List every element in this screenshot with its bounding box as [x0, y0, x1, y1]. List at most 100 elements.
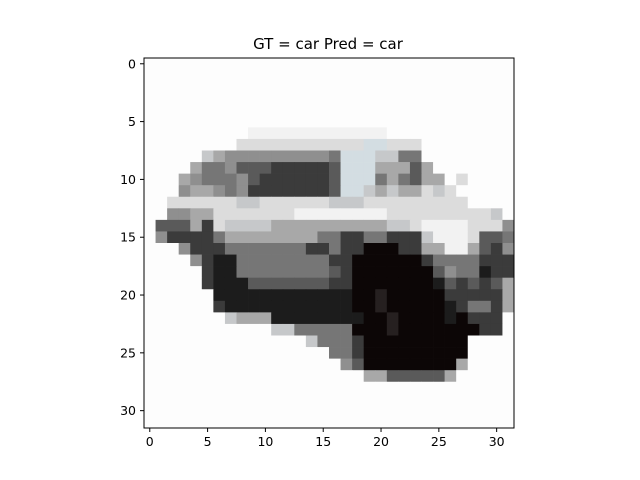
image-pixel — [375, 277, 388, 290]
image-pixel — [398, 138, 411, 151]
image-pixel — [190, 138, 203, 151]
image-pixel — [340, 162, 353, 174]
image-pixel — [305, 289, 318, 302]
image-pixel — [294, 185, 307, 198]
image-pixel — [178, 266, 191, 279]
image-pixel — [421, 127, 434, 140]
image-pixel — [224, 300, 237, 313]
image-pixel — [467, 196, 480, 209]
image-pixel — [352, 404, 365, 417]
image-pixel — [201, 312, 214, 325]
image-pixel — [248, 92, 260, 105]
image-pixel — [248, 393, 260, 406]
image-pixel — [259, 208, 272, 221]
image-pixel — [409, 231, 422, 244]
image-pixel — [340, 335, 353, 348]
image-pixel — [236, 104, 249, 117]
image-pixel — [375, 231, 388, 244]
image-pixel — [167, 381, 180, 394]
image-pixel — [317, 381, 330, 394]
image-pixel — [479, 58, 492, 70]
image-pixel — [386, 219, 399, 232]
image-pixel — [444, 335, 457, 348]
image-pixel — [224, 335, 237, 348]
image-pixel — [329, 115, 341, 128]
image-pixel — [456, 69, 469, 82]
image-pixel — [213, 196, 226, 209]
image-pixel — [155, 92, 168, 105]
x-tick-label: 30 — [489, 434, 505, 449]
image-pixel — [190, 104, 203, 117]
image-pixel — [352, 323, 365, 336]
image-pixel — [167, 231, 180, 244]
image-pixel — [167, 323, 180, 336]
image-pixel — [490, 115, 503, 128]
image-pixel — [444, 323, 457, 336]
image-pixel — [352, 266, 365, 279]
image-pixel — [144, 323, 156, 336]
image-pixel — [294, 138, 307, 151]
image-pixel — [178, 173, 191, 186]
image-pixel — [352, 185, 365, 198]
image-pixel — [502, 335, 515, 348]
image-pixel — [248, 277, 260, 290]
image-pixel — [398, 277, 411, 290]
image-pixel — [340, 69, 353, 82]
image-pixel — [167, 115, 180, 128]
image-pixel — [144, 208, 156, 221]
image-pixel — [282, 300, 295, 313]
image-pixel — [282, 58, 295, 70]
image-pixel — [294, 335, 307, 348]
y-tick-label: 30 — [120, 403, 136, 418]
image-pixel — [386, 416, 399, 429]
image-pixel — [224, 312, 237, 325]
image-pixel — [375, 58, 388, 70]
image-pixel — [375, 312, 388, 325]
image-pixel — [352, 243, 365, 255]
image-pixel — [236, 162, 249, 174]
image-pixel — [294, 289, 307, 302]
image-pixel — [294, 243, 307, 255]
image-pixel — [224, 243, 237, 255]
image-pixel — [363, 381, 376, 394]
image-pixel — [224, 219, 237, 232]
image-pixel — [178, 162, 191, 174]
image-pixel — [502, 393, 515, 406]
image-pixel — [433, 196, 445, 209]
image-pixel — [317, 416, 330, 429]
image-pixel — [433, 300, 445, 313]
image-pixel — [190, 266, 203, 279]
image-pixel — [271, 196, 284, 209]
image-pixel — [502, 358, 515, 371]
image-pixel — [329, 127, 341, 140]
image-pixel — [479, 243, 492, 255]
image-pixel — [259, 266, 272, 279]
image-pixel — [167, 393, 180, 406]
image-pixel — [456, 416, 469, 429]
image-pixel — [213, 335, 226, 348]
image-pixel — [490, 58, 503, 70]
image-pixel — [259, 277, 272, 290]
image-pixel — [340, 219, 353, 232]
image-pixel — [201, 277, 214, 290]
image-pixel — [433, 335, 445, 348]
image-pixel — [271, 185, 284, 198]
image-pixel — [375, 370, 388, 383]
image-pixel — [294, 173, 307, 186]
image-pixel — [329, 81, 341, 94]
image-pixel — [282, 266, 295, 279]
image-pixel — [271, 358, 284, 371]
image-pixel — [224, 370, 237, 383]
image-pixel — [467, 162, 480, 174]
image-pixel — [224, 266, 237, 279]
image-pixel — [144, 289, 156, 302]
image-pixel — [201, 323, 214, 336]
y-tick-label: 15 — [120, 230, 136, 245]
image-pixel — [294, 104, 307, 117]
image-pixel — [444, 162, 457, 174]
image-pixel — [317, 404, 330, 417]
image-pixel — [363, 416, 376, 429]
image-pixel — [144, 231, 156, 244]
image-pixel — [178, 289, 191, 302]
image-pixel — [201, 393, 214, 406]
